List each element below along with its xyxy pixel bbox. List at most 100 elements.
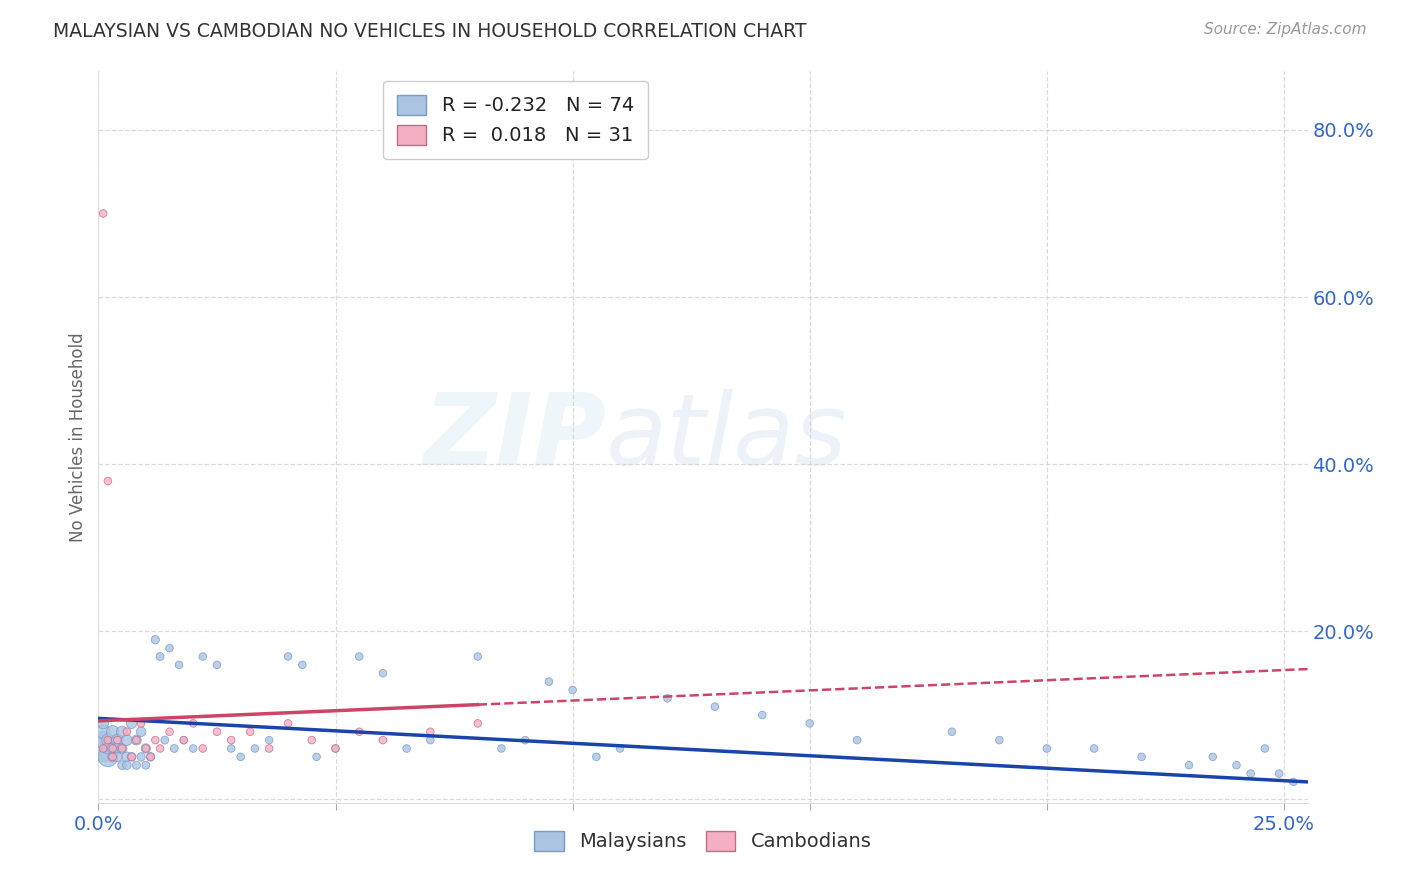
Point — [219, 733, 242, 747]
Point — [181, 741, 204, 756]
Point — [129, 716, 152, 731]
Point — [325, 741, 347, 756]
Point — [173, 733, 195, 747]
Point — [1202, 749, 1225, 764]
Point — [97, 741, 120, 756]
Point — [163, 741, 186, 756]
Point — [325, 741, 347, 756]
Point — [101, 749, 124, 764]
Point — [347, 724, 370, 739]
Point — [703, 699, 725, 714]
Point — [191, 741, 214, 756]
Point — [657, 691, 679, 706]
Point — [105, 733, 128, 747]
Point — [585, 749, 607, 764]
Point — [91, 733, 114, 747]
Point — [347, 649, 370, 664]
Point — [101, 741, 124, 756]
Point — [205, 657, 228, 672]
Point — [105, 741, 128, 756]
Point — [219, 741, 242, 756]
Point — [143, 632, 166, 647]
Point — [143, 733, 166, 747]
Point — [229, 749, 252, 764]
Point — [205, 724, 228, 739]
Point — [291, 657, 314, 672]
Point — [1240, 766, 1263, 780]
Point — [371, 733, 394, 747]
Point — [467, 716, 489, 731]
Point — [167, 657, 190, 672]
Point — [139, 749, 162, 764]
Point — [1036, 741, 1059, 756]
Point — [561, 682, 583, 697]
Point — [799, 716, 821, 731]
Point — [97, 474, 120, 488]
Point — [846, 733, 869, 747]
Point — [101, 749, 124, 764]
Point — [243, 741, 266, 756]
Point — [537, 674, 560, 689]
Point — [129, 749, 152, 764]
Point — [121, 749, 143, 764]
Text: atlas: atlas — [606, 389, 848, 485]
Point — [1083, 741, 1105, 756]
Point — [115, 758, 138, 772]
Point — [149, 741, 172, 756]
Point — [1178, 758, 1201, 772]
Point — [129, 724, 152, 739]
Point — [988, 733, 1011, 747]
Legend: Malaysians, Cambodians: Malaysians, Cambodians — [527, 822, 879, 859]
Point — [121, 749, 143, 764]
Point — [491, 741, 513, 756]
Point — [139, 749, 162, 764]
Point — [609, 741, 631, 756]
Point — [173, 733, 195, 747]
Point — [111, 724, 134, 739]
Point — [301, 733, 323, 747]
Point — [125, 733, 148, 747]
Point — [1130, 749, 1153, 764]
Point — [101, 741, 124, 756]
Point — [125, 758, 148, 772]
Point — [97, 733, 120, 747]
Point — [105, 749, 128, 764]
Point — [149, 649, 172, 664]
Point — [135, 741, 157, 756]
Text: MALAYSIAN VS CAMBODIAN NO VEHICLES IN HOUSEHOLD CORRELATION CHART: MALAYSIAN VS CAMBODIAN NO VEHICLES IN HO… — [53, 22, 807, 41]
Point — [277, 716, 299, 731]
Point — [191, 649, 214, 664]
Point — [135, 741, 157, 756]
Point — [111, 741, 134, 756]
Point — [1282, 775, 1305, 789]
Point — [111, 741, 134, 756]
Point — [257, 733, 280, 747]
Point — [419, 724, 441, 739]
Point — [395, 741, 418, 756]
Point — [91, 716, 114, 731]
Point — [115, 733, 138, 747]
Point — [105, 733, 128, 747]
Text: Source: ZipAtlas.com: Source: ZipAtlas.com — [1204, 22, 1367, 37]
Point — [1225, 758, 1247, 772]
Point — [159, 641, 181, 656]
Point — [125, 733, 148, 747]
Point — [121, 716, 143, 731]
Point — [115, 749, 138, 764]
Y-axis label: No Vehicles in Household: No Vehicles in Household — [69, 332, 87, 542]
Point — [91, 206, 114, 220]
Point — [467, 649, 489, 664]
Point — [1254, 741, 1277, 756]
Point — [153, 733, 176, 747]
Point — [115, 724, 138, 739]
Point — [181, 716, 204, 731]
Point — [111, 758, 134, 772]
Point — [91, 741, 114, 756]
Point — [419, 733, 441, 747]
Point — [277, 649, 299, 664]
Point — [371, 666, 394, 681]
Point — [97, 749, 120, 764]
Point — [305, 749, 328, 764]
Point — [91, 741, 114, 756]
Point — [97, 733, 120, 747]
